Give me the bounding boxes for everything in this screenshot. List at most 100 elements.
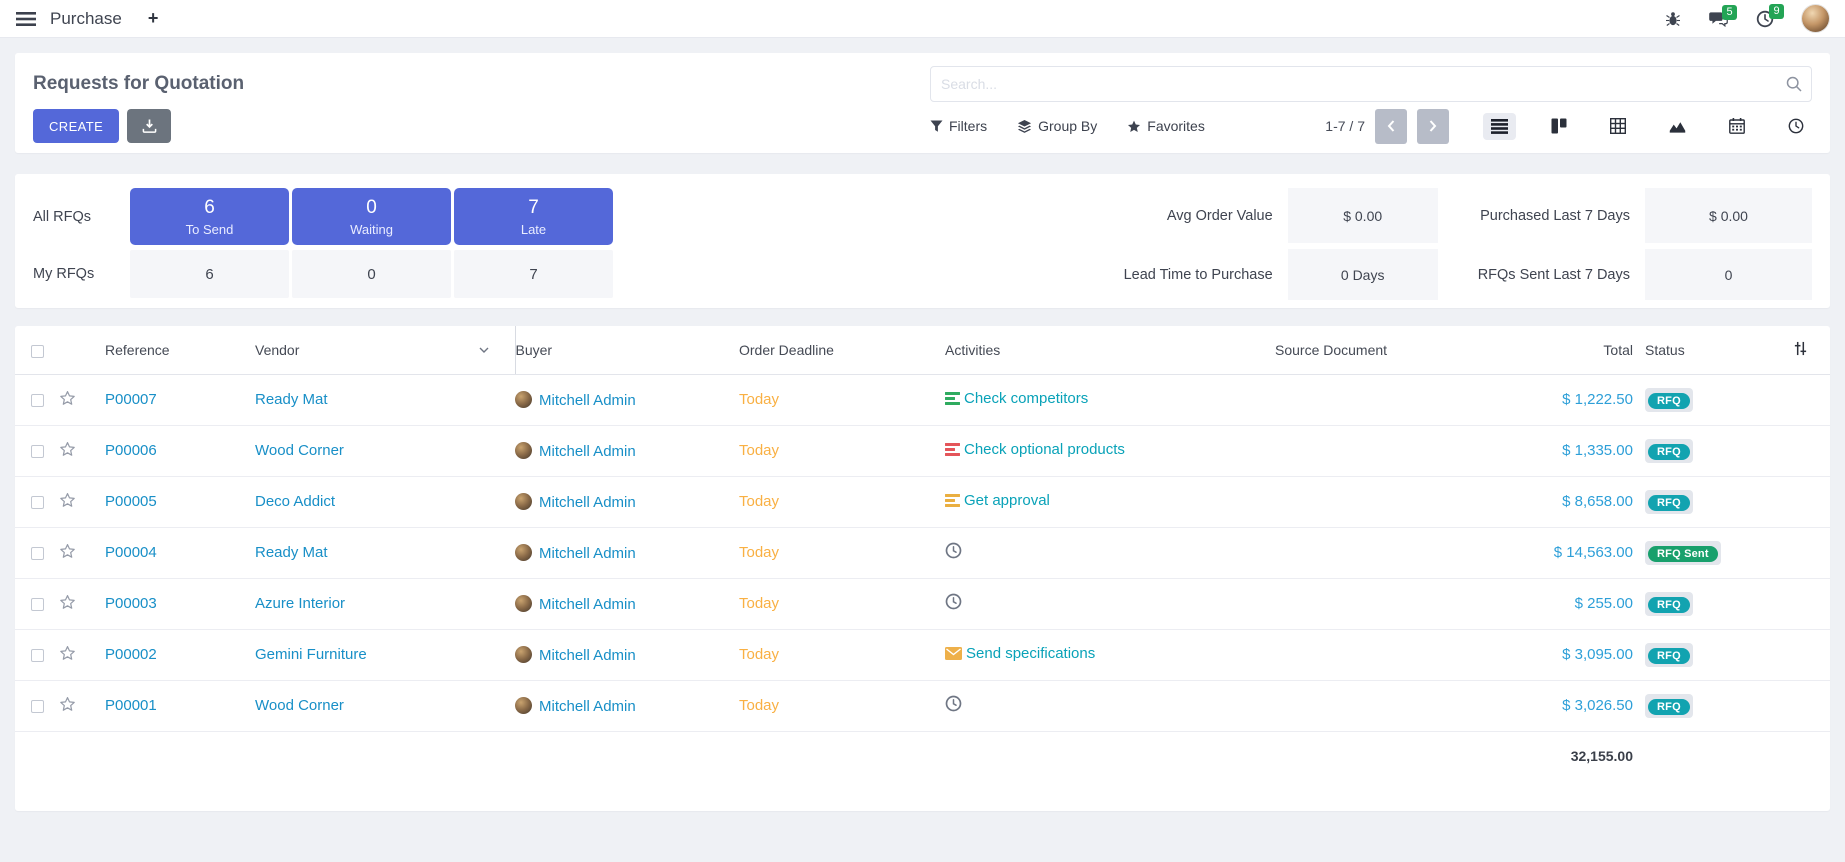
waiting-button[interactable]: 0 Waiting xyxy=(292,188,451,245)
reference-link[interactable]: P00003 xyxy=(105,595,157,612)
table-row[interactable]: P00003 Azure Interior Mitchell Admin Tod… xyxy=(15,578,1830,630)
buyer-link[interactable]: Mitchell Admin xyxy=(539,493,636,511)
debug-bug-icon[interactable] xyxy=(1665,11,1681,27)
app-name[interactable]: Purchase xyxy=(50,8,122,28)
table-row[interactable]: P00006 Wood Corner Mitchell Admin Today … xyxy=(15,425,1830,477)
menu-icon[interactable] xyxy=(16,11,36,26)
vendor-link[interactable]: Azure Interior xyxy=(255,595,346,612)
avg-order-value-label: Avg Order Value xyxy=(1166,207,1273,224)
activity-link[interactable]: Check optional products xyxy=(945,441,1125,458)
favorite-star-icon[interactable] xyxy=(59,492,76,508)
list-view-icon[interactable] xyxy=(1483,112,1516,140)
messages-icon[interactable]: 5 xyxy=(1709,4,1737,27)
filters-button[interactable]: Filters xyxy=(930,118,987,134)
export-button[interactable] xyxy=(127,109,172,143)
row-checkbox[interactable] xyxy=(30,648,44,662)
rfqs-sent-last-7-days: 0 xyxy=(1645,249,1812,300)
buyer-link[interactable]: Mitchell Admin xyxy=(539,646,636,664)
vendor-link[interactable]: Ready Mat xyxy=(255,391,328,408)
my-late-cell[interactable]: 7 xyxy=(454,250,613,298)
schedule-activity-clock-icon[interactable] xyxy=(945,695,962,712)
row-checkbox[interactable] xyxy=(30,495,44,509)
activity-link[interactable] xyxy=(945,542,966,559)
pager-previous-button[interactable] xyxy=(1375,108,1407,144)
reference-link[interactable]: P00007 xyxy=(105,391,157,408)
activity-link[interactable]: Get approval xyxy=(945,492,1050,509)
favorite-star-icon[interactable] xyxy=(59,390,76,406)
total-amount: $ 3,095.00 xyxy=(1562,646,1633,663)
vendor-link[interactable]: Ready Mat xyxy=(255,544,328,561)
row-checkbox[interactable] xyxy=(30,393,44,407)
table-row[interactable]: P00004 Ready Mat Mitchell Admin Today $ … xyxy=(15,527,1830,579)
activities-clock-icon[interactable]: 9 xyxy=(1756,3,1784,28)
download-icon xyxy=(142,118,157,134)
table-row[interactable]: P00007 Ready Mat Mitchell Admin Today Ch… xyxy=(15,374,1830,426)
to-send-button[interactable]: 6 To Send xyxy=(130,188,289,245)
activity-label[interactable]: Get approval xyxy=(964,492,1050,509)
search-input[interactable] xyxy=(930,66,1812,102)
order-deadline: Today xyxy=(739,391,780,408)
buyer-link[interactable]: Mitchell Admin xyxy=(539,442,636,460)
vendor-link[interactable]: Wood Corner xyxy=(255,442,344,459)
reference-link[interactable]: P00001 xyxy=(105,697,157,714)
favorite-star-icon[interactable] xyxy=(59,543,76,559)
user-avatar[interactable] xyxy=(1802,5,1829,32)
optional-columns-icon[interactable] xyxy=(1793,341,1808,356)
favorite-star-icon[interactable] xyxy=(59,645,76,661)
reference-link[interactable]: P00005 xyxy=(105,493,157,510)
activity-link[interactable] xyxy=(945,695,966,712)
activity-view-icon[interactable] xyxy=(1780,112,1812,140)
column-header-activities[interactable]: Activities xyxy=(945,326,1275,375)
group-by-button[interactable]: Group By xyxy=(1017,118,1097,134)
row-checkbox[interactable] xyxy=(30,699,44,713)
row-checkbox[interactable] xyxy=(30,546,44,560)
column-header-total[interactable]: Total xyxy=(1525,326,1645,375)
column-header-vendor[interactable]: Vendor xyxy=(255,326,516,375)
purchase-dashboard: All RFQs 6 To Send 0 Waiting 7 Late My R… xyxy=(15,174,1830,308)
schedule-activity-clock-icon[interactable] xyxy=(945,542,962,559)
activity-link[interactable]: Check competitors xyxy=(945,390,1088,407)
column-header-reference[interactable]: Reference xyxy=(105,326,255,375)
vendor-link[interactable]: Deco Addict xyxy=(255,493,336,510)
activity-label[interactable]: Check optional products xyxy=(964,441,1125,458)
buyer-link[interactable]: Mitchell Admin xyxy=(539,544,636,562)
calendar-view-icon[interactable] xyxy=(1721,112,1753,140)
late-button[interactable]: 7 Late xyxy=(454,188,613,245)
column-header-order-deadline[interactable]: Order Deadline xyxy=(739,326,945,375)
table-row[interactable]: P00001 Wood Corner Mitchell Admin Today … xyxy=(15,680,1830,732)
vendor-link[interactable]: Wood Corner xyxy=(255,697,344,714)
column-header-status[interactable]: Status xyxy=(1645,326,1770,375)
reference-link[interactable]: P00004 xyxy=(105,544,157,561)
new-tab-button[interactable]: + xyxy=(147,8,159,28)
column-header-buyer[interactable]: Buyer xyxy=(515,326,739,375)
vendor-link[interactable]: Gemini Furniture xyxy=(255,646,367,663)
favorite-star-icon[interactable] xyxy=(59,594,76,610)
select-all-checkbox[interactable] xyxy=(30,344,44,358)
my-waiting-cell[interactable]: 0 xyxy=(292,250,451,298)
row-checkbox[interactable] xyxy=(30,597,44,611)
activity-label[interactable]: Check competitors xyxy=(964,390,1089,407)
table-row[interactable]: P00005 Deco Addict Mitchell Admin Today … xyxy=(15,476,1830,528)
favorites-button[interactable]: Favorites xyxy=(1127,118,1205,134)
search-icon[interactable] xyxy=(1786,76,1802,92)
schedule-activity-clock-icon[interactable] xyxy=(945,593,962,610)
reference-link[interactable]: P00002 xyxy=(105,646,157,663)
table-row[interactable]: P00002 Gemini Furniture Mitchell Admin T… xyxy=(15,629,1830,681)
buyer-link[interactable]: Mitchell Admin xyxy=(539,697,636,715)
row-checkbox[interactable] xyxy=(30,444,44,458)
create-button[interactable]: CREATE xyxy=(33,109,120,143)
kanban-view-icon[interactable] xyxy=(1543,112,1575,140)
activity-link[interactable] xyxy=(945,593,966,610)
pager-next-button[interactable] xyxy=(1417,108,1449,144)
my-to-send-cell[interactable]: 6 xyxy=(130,250,289,298)
column-header-source-document[interactable]: Source Document xyxy=(1275,326,1525,375)
pivot-view-icon[interactable] xyxy=(1602,112,1634,140)
buyer-link[interactable]: Mitchell Admin xyxy=(539,595,636,613)
activity-link[interactable]: Send specifications xyxy=(945,645,1095,662)
reference-link[interactable]: P00006 xyxy=(105,442,157,459)
favorite-star-icon[interactable] xyxy=(59,441,76,457)
favorite-star-icon[interactable] xyxy=(59,696,76,712)
buyer-link[interactable]: Mitchell Admin xyxy=(539,391,636,409)
activity-label[interactable]: Send specifications xyxy=(966,645,1096,662)
graph-view-icon[interactable] xyxy=(1661,113,1694,140)
